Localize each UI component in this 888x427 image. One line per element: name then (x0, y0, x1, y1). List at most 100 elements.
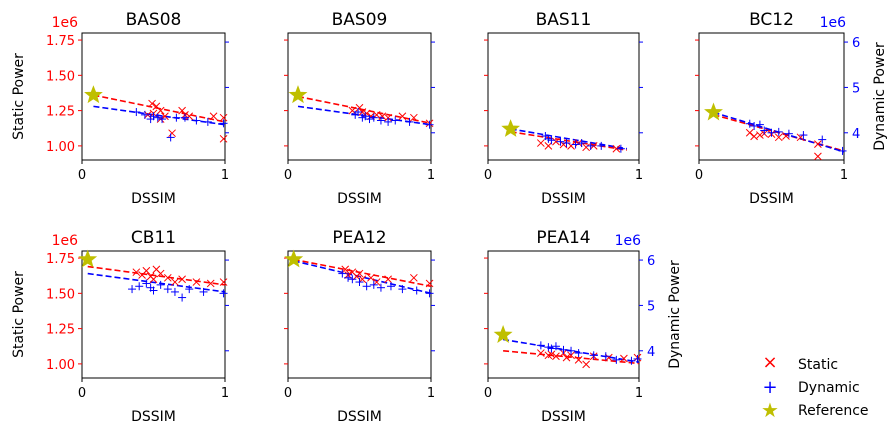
point-reference (284, 249, 304, 268)
legend-entry-reference: ★ Reference (761, 398, 868, 422)
point-static (185, 112, 194, 121)
point-static (192, 278, 201, 286)
point-static (750, 132, 758, 141)
y2-axis-label: Dynamic Power (667, 260, 683, 369)
point-static (148, 99, 156, 108)
point-dynamic (153, 113, 162, 122)
y-tick-label: 1.75 (46, 252, 75, 267)
point-dynamic (571, 140, 580, 149)
x-tick-label: 1 (221, 168, 229, 183)
x-tick-label: 0 (284, 386, 292, 401)
point-dynamic (755, 120, 764, 129)
y2-axis-label: Dynamic Power (872, 42, 888, 151)
x-tick-label: 1 (840, 168, 848, 183)
panel-bas09: BAS09 0 1 DSSIM (284, 10, 435, 207)
point-dynamic (589, 351, 598, 360)
point-dynamic (163, 285, 172, 294)
point-static (814, 152, 822, 161)
point-dynamic (559, 345, 568, 354)
point-dynamic (551, 342, 560, 351)
point-static (132, 268, 141, 277)
panel-bc12: BC12 0 1 DSSIM 4 5 6 1e6 Dynamic Power (695, 10, 888, 207)
panel-title: PEA12 (332, 228, 386, 248)
point-dynamic (355, 278, 364, 287)
point-static (149, 275, 158, 284)
y2-tick-label: 6 (852, 36, 860, 51)
point-dynamic (132, 108, 141, 117)
point-dynamic (577, 139, 586, 148)
legend-entry-dynamic: + Dynamic (762, 377, 859, 398)
point-static (178, 275, 186, 284)
point-dynamic (391, 116, 400, 125)
point-static (367, 273, 375, 282)
plot-frame (487, 32, 640, 161)
panel-title: CB11 (131, 228, 176, 248)
fit-line-static (87, 265, 226, 286)
point-dynamic (398, 285, 407, 294)
x-tick-label: 1 (635, 386, 643, 401)
point-dynamic (750, 121, 759, 130)
point-static (582, 360, 591, 369)
y-tick-label: 1.25 (46, 105, 75, 120)
legend-static-marker: × (762, 352, 777, 373)
point-static (756, 131, 764, 139)
point-dynamic (219, 289, 228, 298)
point-dynamic (536, 341, 545, 350)
point-dynamic (384, 117, 393, 126)
point-dynamic (203, 117, 212, 126)
fit-line-dynamic (87, 272, 226, 293)
point-dynamic (180, 113, 189, 122)
y-axis-label: Static Power (11, 53, 27, 140)
point-dynamic (386, 282, 395, 291)
point-dynamic (344, 273, 353, 282)
point-dynamic (612, 355, 621, 364)
fit-line-static (293, 258, 432, 288)
x-axis-label: DSSIM (337, 409, 382, 425)
x-tick-label: 0 (484, 386, 492, 401)
point-dynamic (838, 146, 847, 155)
y2-offset-label: 1e6 (820, 15, 847, 31)
point-dynamic (362, 282, 371, 291)
plot-frame (487, 250, 640, 379)
y-tick-label: 1.00 (46, 358, 75, 373)
point-reference (501, 119, 521, 137)
point-static (206, 279, 215, 288)
fit-line-static (510, 130, 628, 151)
point-dynamic (601, 352, 610, 361)
panel-pea12: PEA12 0 1 DSSIM (284, 228, 435, 425)
y-offset-label: 1e6 (52, 15, 79, 31)
point-static (604, 353, 613, 362)
x-tick-label: 1 (221, 386, 229, 401)
y2-tick-label: 5 (647, 299, 655, 314)
point-static (355, 103, 364, 112)
point-dynamic (412, 286, 421, 295)
legend-dynamic-label: Dynamic (798, 380, 860, 396)
point-dynamic (799, 131, 808, 140)
x-axis-label: DSSIM (131, 409, 176, 425)
point-dynamic (574, 349, 583, 358)
point-static (168, 129, 176, 138)
point-dynamic (376, 283, 385, 292)
panel-pea14: PEA14 0 1 DSSIM 4 5 6 1e6 Dynamic Power (484, 228, 683, 425)
point-static (178, 106, 186, 115)
point-dynamic (185, 285, 194, 294)
panel-title: BC12 (749, 10, 794, 30)
point-dynamic (586, 141, 595, 150)
point-dynamic (562, 139, 571, 148)
point-dynamic (425, 289, 434, 298)
point-dynamic (354, 108, 363, 117)
point-static (171, 278, 179, 286)
panel-title: BAS09 (332, 10, 388, 30)
point-dynamic (627, 356, 636, 365)
point-static (219, 113, 228, 122)
point-dynamic (616, 144, 625, 153)
x-tick-label: 0 (78, 168, 86, 183)
point-static (544, 351, 553, 360)
y2-tick-label: 4 (647, 345, 655, 360)
point-dynamic (547, 136, 556, 145)
point-dynamic (158, 115, 167, 124)
x-axis-label: DSSIM (337, 191, 382, 207)
point-dynamic (784, 129, 793, 138)
panel-title: BAS11 (536, 10, 592, 30)
point-static (384, 275, 392, 284)
